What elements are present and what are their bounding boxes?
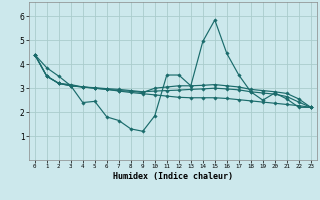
X-axis label: Humidex (Indice chaleur): Humidex (Indice chaleur)	[113, 172, 233, 181]
